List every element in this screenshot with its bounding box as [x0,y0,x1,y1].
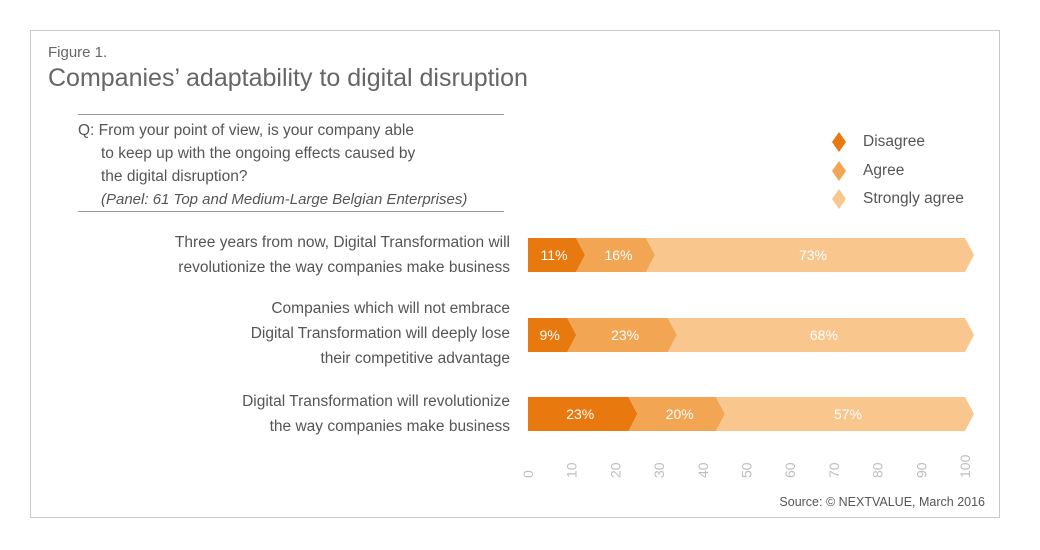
bar-segment-disagree-row-3 [528,397,638,431]
chart-title: Companies’ adaptability to digital disru… [48,64,528,92]
figure-label: Figure 1. [48,44,108,61]
x-tick-label: 50 [739,462,755,478]
data-label-disagree-row-3: 23% [566,406,594,422]
x-tick-label: 60 [782,462,798,478]
bar-segment-strongly-agree-row-2 [667,318,974,352]
row-label-1: Three years from now, Digital Transforma… [90,230,510,280]
x-tick-label: 10 [564,462,580,478]
row-label-2: Companies which will not embrace Digital… [90,296,510,371]
legend-label: Strongly agree [863,190,964,208]
question-text: Q: From your point of view, is your comp… [78,119,508,188]
bar-segment-agree-row-3 [628,397,725,431]
question-top-rule [78,114,504,115]
data-label-agree-row-3: 20% [666,406,694,422]
legend-label: Disagree [863,133,926,151]
diamond-icon [832,160,846,181]
row-label-line: revolutionize the way companies make bus… [178,259,510,276]
legend: Disagree Agree Strongly agree [832,128,964,214]
row-label-line: the way companies make business [269,418,510,435]
diamond-icon [832,189,846,210]
row-label-line: Digital Transformation will deeply lose [250,325,510,342]
legend-item-disagree: Disagree [832,128,964,157]
diamond-icon [832,132,846,153]
x-tick-label: 100 [957,454,973,478]
row-label-3: Digital Transformation will revolutioniz… [90,389,510,439]
bar-segment-strongly-agree-row-3 [715,397,974,431]
source-note: Source: © NEXTVALUE, March 2016 [779,495,985,509]
bar-segment-disagree-row-1 [528,238,586,272]
row-label-line: Digital Transformation will revolutioniz… [242,393,510,410]
data-label-strongly-agree-row-1: 73% [799,247,827,263]
x-tick-label: 40 [695,462,711,478]
x-tick-label: 90 [913,462,929,478]
row-label-line: their competitive advantage [320,350,510,367]
question-block: Q: From your point of view, is your comp… [78,119,508,211]
bar-segment-agree-row-1 [576,238,655,272]
row-label-line: Three years from now, Digital Transforma… [174,234,510,251]
figure-frame [30,30,1000,518]
question-line: Q: From your point of view, is your comp… [78,122,414,139]
legend-item-strongly-agree: Strongly agree [832,185,964,214]
question-line: the digital disruption? [101,168,248,185]
question-line: to keep up with the ongoing effects caus… [101,145,416,162]
row-label-line: Companies which will not embrace [271,300,510,317]
data-label-disagree-row-2: 9% [540,327,560,343]
x-tick-label: 0 [520,470,536,478]
x-tick-label: 80 [870,462,886,478]
legend-label: Agree [863,161,905,179]
x-tick-label: 70 [826,462,842,478]
x-tick-label: 30 [651,462,667,478]
bar-segment-agree-row-2 [567,318,677,352]
data-label-strongly-agree-row-3: 57% [834,406,862,422]
legend-item-agree: Agree [832,157,964,186]
question-panel-note: (Panel: 61 Top and Medium-Large Belgian … [101,191,468,208]
data-label-agree-row-1: 16% [605,247,633,263]
x-tick-label: 20 [607,462,623,478]
data-label-strongly-agree-row-2: 68% [810,327,838,343]
bar-segment-disagree-row-2 [528,318,577,352]
data-label-agree-row-2: 23% [611,327,639,343]
question-bottom-rule [78,211,504,212]
data-label-disagree-row-1: 11% [541,247,568,263]
bar-segment-strongly-agree-row-1 [645,238,974,272]
